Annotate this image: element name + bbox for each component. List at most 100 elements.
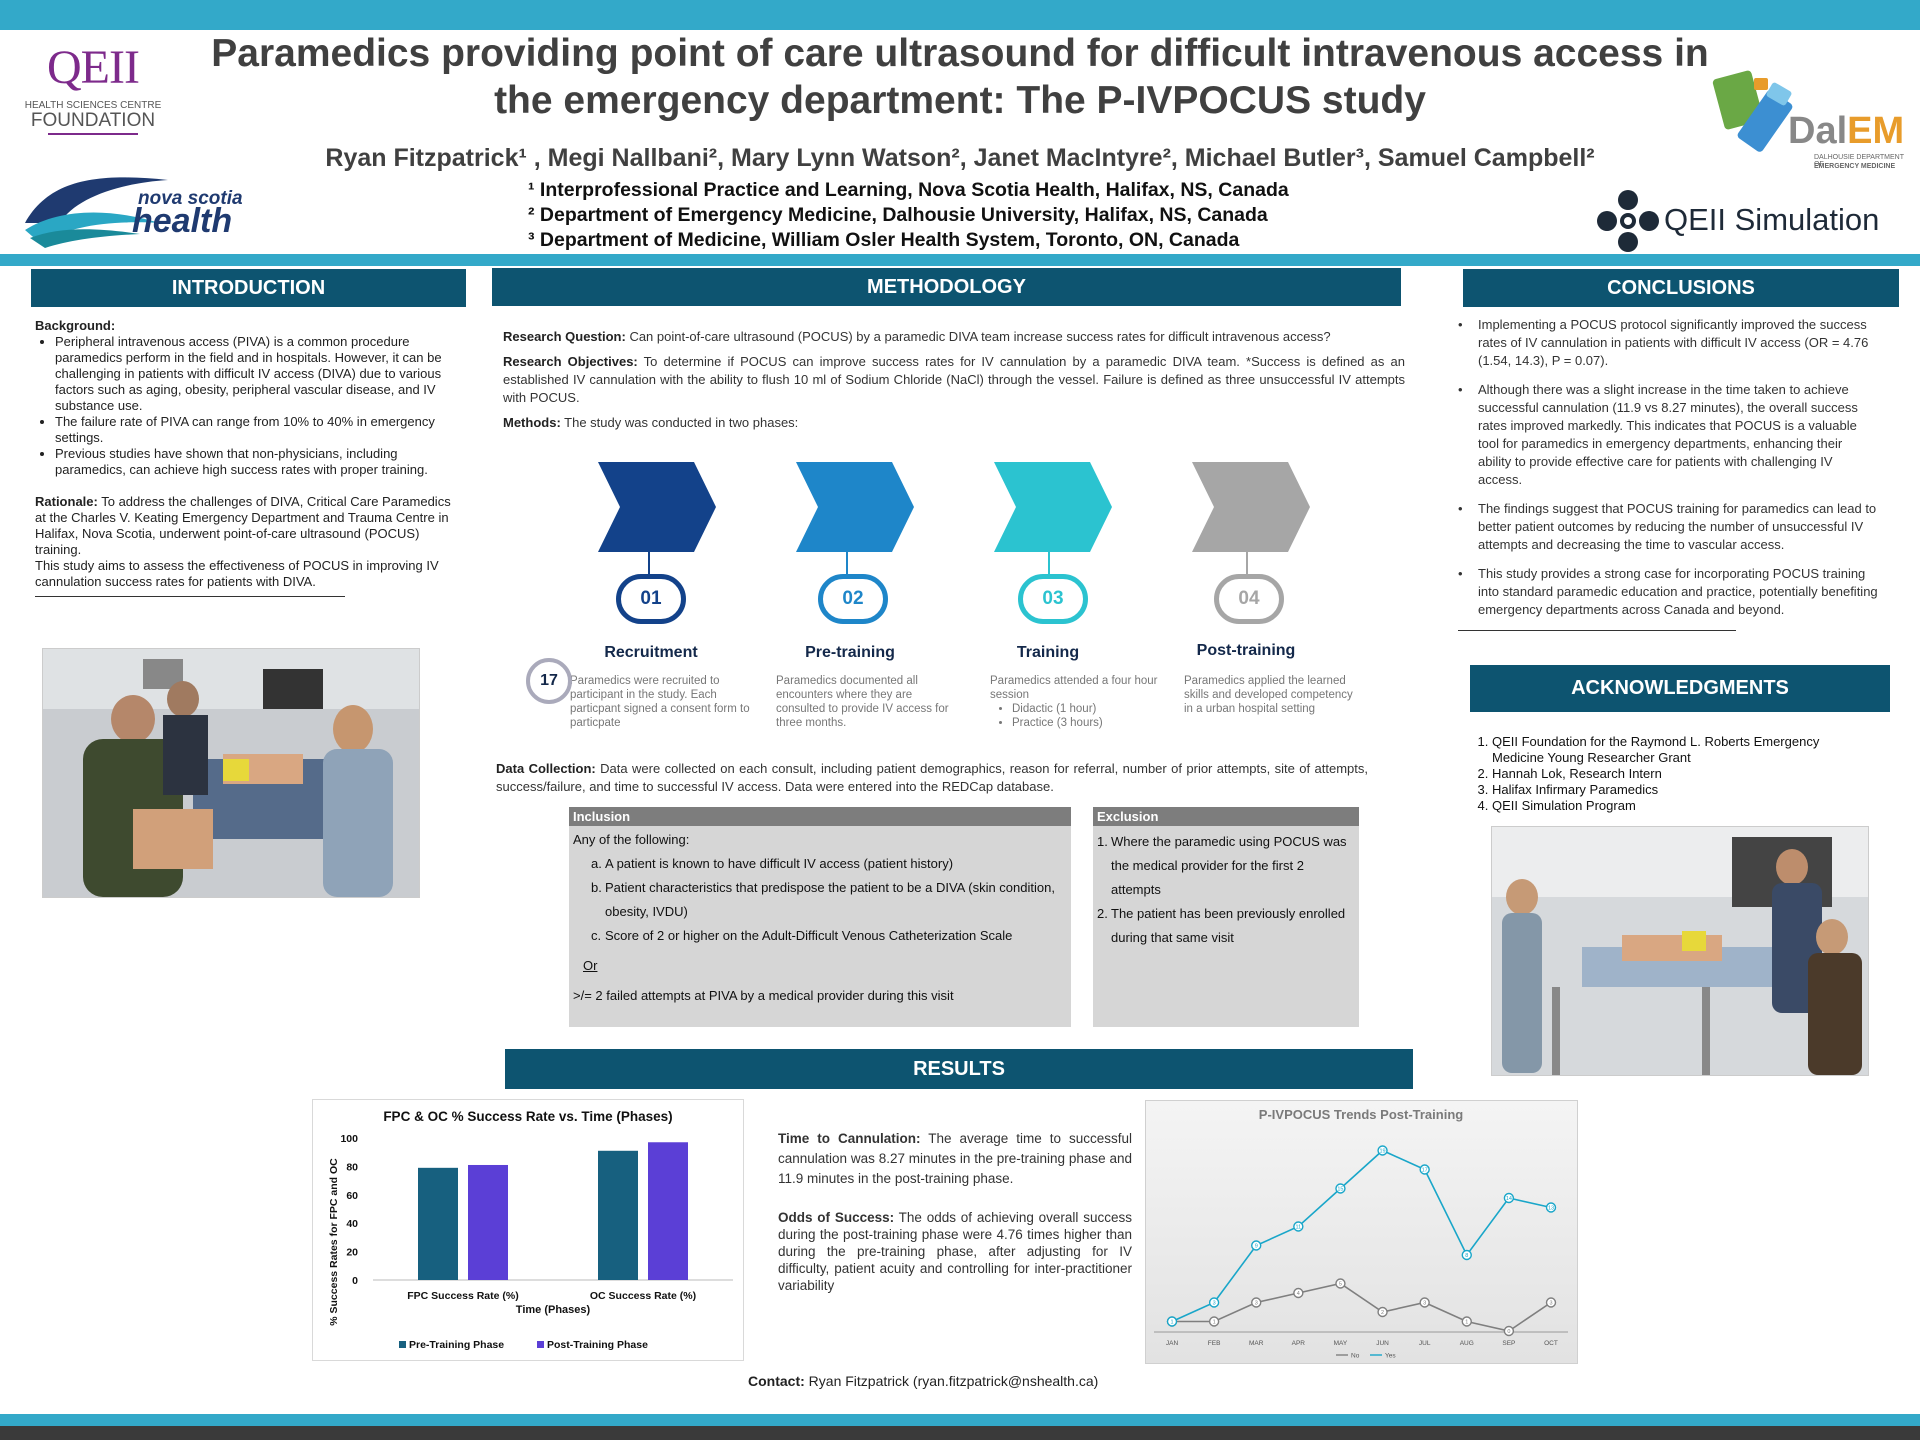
title-line-1: Paramedics providing point of care ultra… (211, 32, 1709, 75)
dalem-text: DalEM (1788, 110, 1905, 152)
line-point (1335, 1278, 1346, 1289)
top-accent-bar (0, 0, 1920, 30)
qeii-logo-text: QEII (47, 41, 140, 94)
line-point (1419, 1164, 1430, 1175)
phase-1-title: Recruitment (604, 644, 698, 661)
line-point-label: 1 (1213, 1320, 1216, 1326)
bar-category-label: FPC Success Rate (%) (407, 1290, 518, 1302)
inclusion-item: b. Patient characteristics that predispos… (573, 876, 1067, 924)
bar-chart-xlabel: Time (Phases) (516, 1304, 591, 1316)
data-collection: Data Collection: Data were collected on … (496, 760, 1368, 796)
odds-of-success: Odds of Success: The odds of achieving o… (778, 1209, 1132, 1294)
qeii-simulation-logo: QEII Simulation (1592, 186, 1902, 256)
research-question: Research Question: Can point-of-care ult… (503, 328, 1405, 346)
qeii-logo-sub2: FOUNDATION (30, 110, 156, 131)
line-legend-label: Yes (1385, 1353, 1396, 1360)
phase-3-sub-item: Practice (3 hours) (1012, 716, 1160, 730)
bar-chart-panel: FPC & OC % Success Rate vs. Time (Phases… (312, 1099, 744, 1361)
phase-2-title: Pre-training (805, 644, 895, 661)
line-point-label: 3 (1255, 1301, 1258, 1307)
line-point-label: 3 (1213, 1301, 1216, 1307)
line-point (1503, 1192, 1515, 1204)
legend-label: Post-Training Phase (547, 1339, 648, 1351)
background-bullet: The failure rate of PIVA can range from … (55, 414, 465, 446)
dc-label: Data Collection: (496, 761, 596, 776)
phase-1-text: Paramedics were recruited to participant… (570, 675, 750, 729)
line-series (1172, 1282, 1552, 1332)
phase-1-number: 01 (616, 574, 686, 624)
line-point-label: 14 (1506, 1196, 1512, 1202)
simulation-logo-text: QEII Simulation (1664, 202, 1880, 237)
line-point-label: 2 (1381, 1310, 1384, 1316)
time-to-cannulation: Time to Cannulation: The average time to… (778, 1129, 1132, 1189)
exclusion-table: Exclusion 1. Where the paramedic using PO… (1093, 807, 1359, 1027)
phase-4-title: Post-training (1196, 642, 1296, 659)
phase-4-text: Paramedics applied the learned skills an… (1184, 675, 1353, 715)
line-point-label: 3 (1549, 1301, 1552, 1307)
phase-4-number: 04 (1214, 574, 1284, 624)
exclusion-item-text: The patient has been previously enrolled… (1111, 906, 1346, 945)
methodology-text: Research Question: Can point-of-care ult… (503, 328, 1405, 432)
inclusion-marker: a. (591, 856, 602, 871)
phase-2-text: Paramedics documented all encounters whe… (776, 675, 949, 729)
line-point (1335, 1183, 1346, 1194)
dalem-mark-icon (1712, 70, 1793, 152)
exclusion-item: 1. Where the paramedic using POCUS was th… (1097, 830, 1355, 902)
acknowledgment-item: Hannah Lok, Research Intern (1492, 766, 1868, 782)
line-point-label: 9 (1255, 1244, 1258, 1250)
inclusion-marker: c. (591, 928, 602, 943)
simulation-mark-icon (1597, 190, 1659, 252)
line-legend-label: No (1351, 1353, 1360, 1360)
affiliation-1: ¹ Interprofessional Practice and Learnin… (528, 179, 1289, 201)
bar-y-tick: 100 (340, 1133, 358, 1145)
inclusion-intro: Any of the following: (573, 832, 690, 847)
ttc-text: The average time to successful cannulati… (778, 1131, 1132, 1186)
conclusion-bullet: Implementing a POCUS protocol significan… (1458, 316, 1878, 370)
bar-chart-ylabel: % Success Rates for FPC and OC (328, 1158, 340, 1326)
ns-logo-line1: nova scotia (138, 188, 243, 209)
line-x-tick: OCT (1544, 1340, 1558, 1347)
training-photo-1 (42, 648, 420, 898)
introduction-heading: INTRODUCTION (31, 269, 466, 307)
bar (418, 1167, 458, 1280)
contact-text: Ryan Fitzpatrick (ryan.fitzpatrick@nshea… (804, 1373, 1099, 1389)
exclusion-marker: 2. (1097, 906, 1108, 921)
line-x-tick: JUN (1376, 1340, 1389, 1347)
line-point (1166, 1316, 1178, 1327)
line-point-label: 1 (1465, 1320, 1468, 1326)
line-x-tick: JAN (1166, 1340, 1179, 1347)
poster-title: Paramedics providing point of care ultra… (160, 30, 1760, 124)
inclusion-header: Inclusion (569, 807, 1071, 826)
phase-2-number: 02 (818, 574, 888, 624)
results-heading: RESULTS (505, 1049, 1413, 1089)
exclusion-item-text: Where the paramedic using POCUS was the … (1111, 834, 1347, 897)
conclusions-divider (1458, 630, 1736, 631)
inclusion-item-text: Score of 2 or higher on the Adult-Diffic… (605, 928, 1013, 943)
line-point-label: 17 (1422, 1168, 1428, 1174)
inclusion-table: Inclusion Any of the following: a. A pati… (569, 807, 1071, 1027)
methods: Methods: The study was conducted in two … (503, 414, 1405, 432)
conclusion-bullet: The findings suggest that POCUS training… (1458, 500, 1878, 554)
line-x-tick: SEP (1502, 1340, 1515, 1347)
rationale-paragraph: Rationale: To address the challenges of … (35, 494, 465, 558)
exclusion-item: 2. The patient has been previously enroll… (1097, 902, 1355, 950)
bottom-accent-bar (0, 1414, 1920, 1426)
line-point (1545, 1202, 1557, 1213)
phase-3-sub-item: Didactic (1 hour) (1012, 702, 1160, 716)
wave-icon (25, 177, 168, 248)
ro-text: To determine if POCUS can improve succes… (503, 354, 1405, 405)
bar-y-tick: 80 (346, 1161, 358, 1173)
dalem-sub2: EMERGENCY MEDICINE (1814, 163, 1896, 170)
exclusion-marker: 1. (1097, 834, 1108, 849)
line-point-label: 5 (1339, 1282, 1342, 1288)
dalem-logo: DalEM DALHOUSIE DEPARTMENT OF EMERGENCY … (1710, 64, 1910, 174)
odds-text: The odds of achieving overall success du… (778, 1210, 1132, 1293)
research-objectives: Research Objectives: To determine if POC… (503, 353, 1405, 407)
inclusion-marker: b. (591, 880, 602, 895)
bar-y-tick: 40 (346, 1218, 358, 1230)
methodology-heading: METHODOLOGY (492, 268, 1401, 306)
line-point (1251, 1297, 1262, 1308)
methods-text: The study was conducted in two phases: (560, 415, 799, 430)
inclusion-item: a. A patient is known to have difficult I… (573, 852, 1067, 876)
bar-category-label: OC Success Rate (%) (590, 1290, 696, 1302)
